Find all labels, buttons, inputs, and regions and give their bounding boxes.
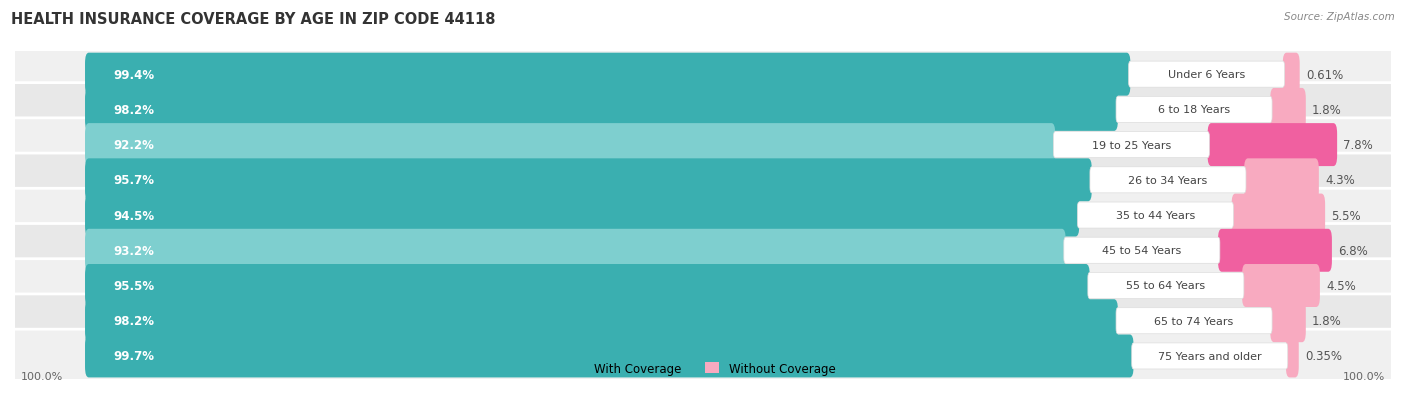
FancyBboxPatch shape	[1208, 124, 1337, 167]
Text: 0.61%: 0.61%	[1306, 69, 1343, 81]
FancyBboxPatch shape	[84, 264, 1090, 307]
Text: Under 6 Years: Under 6 Years	[1168, 70, 1246, 80]
FancyBboxPatch shape	[11, 294, 1395, 348]
Text: 26 to 34 Years: 26 to 34 Years	[1129, 176, 1208, 185]
Text: 6.8%: 6.8%	[1339, 244, 1368, 257]
Text: 65 to 74 Years: 65 to 74 Years	[1154, 316, 1233, 326]
Text: 5.5%: 5.5%	[1331, 209, 1361, 222]
FancyBboxPatch shape	[1286, 335, 1299, 377]
FancyBboxPatch shape	[84, 229, 1066, 272]
FancyBboxPatch shape	[1088, 273, 1244, 299]
FancyBboxPatch shape	[84, 89, 1118, 132]
FancyBboxPatch shape	[84, 335, 1133, 377]
Text: 0.35%: 0.35%	[1305, 349, 1341, 363]
Text: 6 to 18 Years: 6 to 18 Years	[1159, 105, 1230, 115]
FancyBboxPatch shape	[84, 124, 1056, 167]
Text: 93.2%: 93.2%	[114, 244, 155, 257]
FancyBboxPatch shape	[1270, 89, 1306, 132]
Text: 100.0%: 100.0%	[1343, 371, 1385, 382]
FancyBboxPatch shape	[11, 189, 1395, 242]
FancyBboxPatch shape	[1132, 343, 1288, 369]
Text: 7.8%: 7.8%	[1343, 139, 1374, 152]
FancyBboxPatch shape	[1077, 202, 1233, 228]
Text: 98.2%: 98.2%	[114, 314, 155, 328]
Text: 55 to 64 Years: 55 to 64 Years	[1126, 281, 1205, 291]
Text: 45 to 54 Years: 45 to 54 Years	[1102, 246, 1181, 256]
Text: 92.2%: 92.2%	[114, 139, 155, 152]
Text: 98.2%: 98.2%	[114, 104, 155, 116]
Text: 95.7%: 95.7%	[114, 174, 155, 187]
FancyBboxPatch shape	[11, 119, 1395, 172]
FancyBboxPatch shape	[1282, 54, 1299, 96]
FancyBboxPatch shape	[11, 154, 1395, 207]
FancyBboxPatch shape	[1116, 97, 1272, 123]
Text: 4.3%: 4.3%	[1324, 174, 1355, 187]
Text: 19 to 25 Years: 19 to 25 Years	[1092, 140, 1171, 150]
Text: 4.5%: 4.5%	[1326, 279, 1355, 292]
FancyBboxPatch shape	[11, 224, 1395, 278]
FancyBboxPatch shape	[1270, 299, 1306, 342]
FancyBboxPatch shape	[1218, 229, 1331, 272]
FancyBboxPatch shape	[1232, 194, 1324, 237]
FancyBboxPatch shape	[1090, 167, 1246, 193]
Text: 75 Years and older: 75 Years and older	[1159, 351, 1261, 361]
FancyBboxPatch shape	[1064, 237, 1220, 263]
Legend: With Coverage, Without Coverage: With Coverage, Without Coverage	[565, 357, 841, 380]
Text: 1.8%: 1.8%	[1312, 104, 1341, 116]
Text: 35 to 44 Years: 35 to 44 Years	[1116, 211, 1195, 221]
FancyBboxPatch shape	[1116, 308, 1272, 334]
Text: 94.5%: 94.5%	[114, 209, 155, 222]
FancyBboxPatch shape	[11, 259, 1395, 313]
FancyBboxPatch shape	[1053, 132, 1209, 158]
FancyBboxPatch shape	[11, 48, 1395, 102]
Text: 99.7%: 99.7%	[114, 349, 155, 363]
FancyBboxPatch shape	[1241, 264, 1320, 307]
FancyBboxPatch shape	[1129, 62, 1285, 88]
Text: HEALTH INSURANCE COVERAGE BY AGE IN ZIP CODE 44118: HEALTH INSURANCE COVERAGE BY AGE IN ZIP …	[11, 12, 496, 27]
FancyBboxPatch shape	[11, 330, 1395, 383]
FancyBboxPatch shape	[84, 299, 1118, 342]
FancyBboxPatch shape	[84, 159, 1092, 202]
Text: 95.5%: 95.5%	[114, 279, 155, 292]
FancyBboxPatch shape	[84, 194, 1080, 237]
Text: 99.4%: 99.4%	[114, 69, 155, 81]
FancyBboxPatch shape	[11, 83, 1395, 137]
Text: Source: ZipAtlas.com: Source: ZipAtlas.com	[1284, 12, 1395, 22]
FancyBboxPatch shape	[1244, 159, 1319, 202]
Text: 100.0%: 100.0%	[21, 371, 63, 382]
Text: 1.8%: 1.8%	[1312, 314, 1341, 328]
FancyBboxPatch shape	[84, 54, 1130, 96]
